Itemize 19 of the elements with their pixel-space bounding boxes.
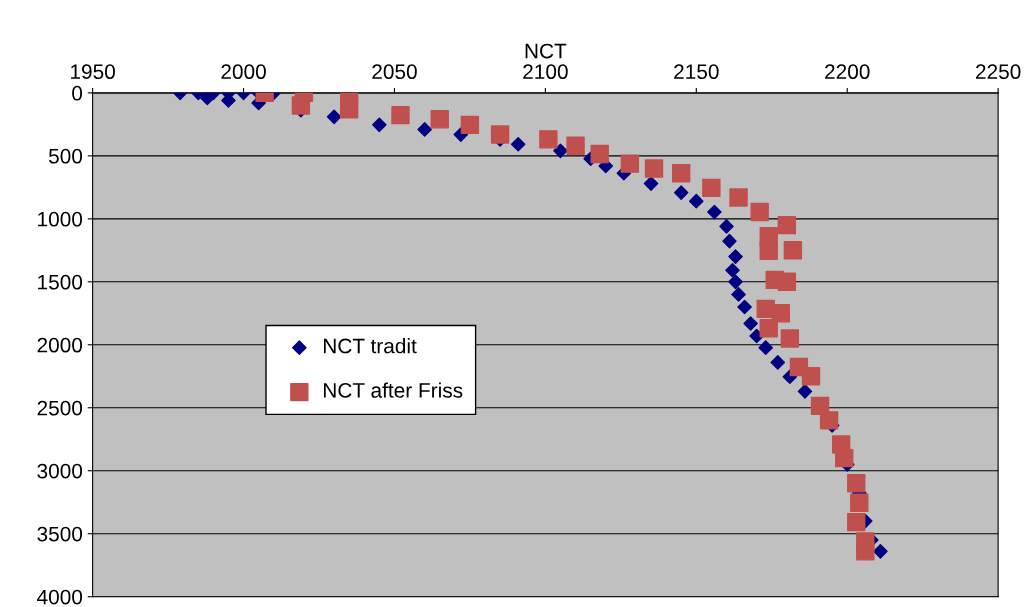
y-tick-label: 3500 (37, 526, 83, 542)
legend-label: NCT tradit (323, 338, 417, 354)
x-tick-label: 2150 (674, 64, 719, 80)
y-tick-label: 4000 (37, 589, 83, 605)
x-tick-label: 1950 (71, 64, 115, 80)
legend-label: NCT after Friss (323, 382, 463, 398)
y-tick-label: 3000 (37, 463, 83, 479)
x-axis-title: NCT (525, 43, 567, 59)
y-tick-label: 1500 (38, 274, 83, 290)
x-tick-label: 2200 (825, 64, 870, 80)
x-tick-label: 2000 (221, 64, 266, 80)
y-tick-label: 2500 (37, 400, 83, 416)
y-tick-label: 0 (72, 85, 83, 101)
y-tick-label: 1000 (38, 211, 83, 227)
y-tick-label: 2000 (37, 337, 83, 353)
x-tick-label: 2050 (372, 64, 417, 80)
x-tick-label: 2250 (976, 64, 1021, 80)
y-tick-label: 500 (48, 148, 83, 164)
x-tick-label: 2100 (523, 64, 568, 80)
